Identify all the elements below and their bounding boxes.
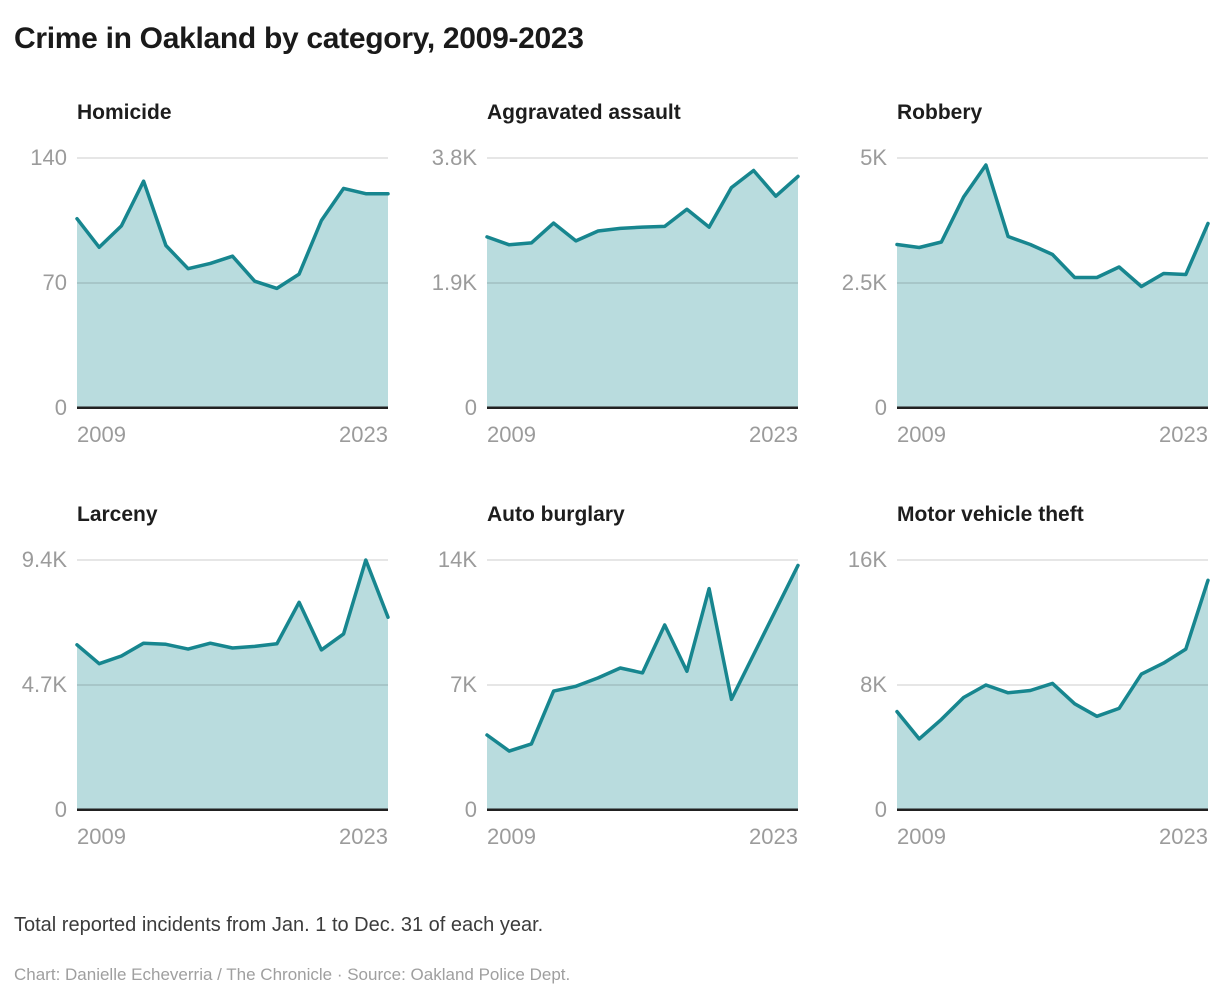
y-tick-label: 0	[874, 797, 887, 822]
panel-title: Robbery	[897, 101, 983, 124]
y-tick-label: 0	[54, 395, 67, 420]
panel-title: Larceny	[77, 503, 158, 526]
gridlines	[487, 157, 798, 284]
area-fill	[897, 580, 1208, 810]
page-title: Crime in Oakland by category, 2009-2023	[14, 22, 584, 55]
trend-line	[895, 578, 1210, 741]
chart-credit: Chart: Danielle Echeverria / The Chronic…	[14, 965, 571, 984]
x-tick-label-end: 2023	[749, 824, 798, 849]
x-tick-label-end: 2023	[339, 824, 388, 849]
chart-panel-auto-burglary: Auto burglary 0 7K 14K 2009 2023	[424, 502, 800, 850]
chart-area: 0 4.7K 9.4K	[14, 547, 390, 822]
gridlines	[77, 157, 388, 284]
y-axis-labels: 0 7K 14K	[424, 547, 487, 822]
page: Crime in Oakland by category, 2009-2023 …	[14, 22, 1210, 984]
chart-panel-aggravated-assault: Aggravated assault 0 1.9K 3.8K 2009 2023	[424, 100, 800, 448]
x-tick-label-end: 2023	[1159, 824, 1208, 849]
y-tick-label: 16K	[847, 547, 887, 572]
chart-panel-homicide: Homicide 0 70 140 2009 2023	[14, 100, 390, 448]
area-chart	[485, 559, 800, 812]
area-fill	[77, 181, 388, 408]
panel-title: Motor vehicle theft	[897, 503, 1084, 526]
chart-area: 0 8K 16K	[834, 547, 1210, 822]
trend-line	[75, 558, 390, 666]
x-tick-label-start: 2009	[487, 824, 536, 849]
y-tick-label: 0	[54, 797, 67, 822]
charts-grid: Homicide 0 70 140 2009 2023 Aggravated ass…	[14, 100, 1210, 850]
panel-title: Aggravated assault	[487, 101, 681, 124]
y-tick-label: 1.9K	[431, 270, 477, 295]
trend-line	[75, 179, 390, 291]
gridlines	[487, 559, 798, 686]
x-axis-labels: 2009 2023	[487, 422, 798, 448]
area-chart	[75, 558, 390, 812]
trend-line	[485, 563, 800, 753]
y-tick-label: 7K	[450, 672, 477, 697]
chart-area: 0 7K 14K	[424, 547, 800, 822]
y-tick-label: 5K	[860, 145, 887, 170]
area-fill	[77, 560, 388, 810]
chart-note: Total reported incidents from Jan. 1 to …	[14, 914, 544, 936]
x-tick-label-end: 2023	[749, 422, 798, 447]
y-tick-label: 3.8K	[431, 145, 477, 170]
chart-area: 0 2.5K 5K	[834, 145, 1210, 420]
x-tick-label-start: 2009	[897, 824, 946, 849]
x-tick-label-end: 2023	[1159, 422, 1208, 447]
trend-line	[895, 163, 1210, 289]
y-tick-label: 8K	[860, 672, 887, 697]
trend-line	[485, 168, 800, 247]
chart-area: 0 70 140	[14, 145, 390, 420]
x-tick-label-start: 2009	[77, 824, 126, 849]
y-tick-label: 4.7K	[21, 672, 67, 697]
area-fill	[897, 165, 1208, 408]
y-tick-label: 140	[30, 145, 67, 170]
x-tick-label-start: 2009	[487, 422, 536, 447]
x-axis-labels: 2009 2023	[487, 824, 798, 850]
panel-title: Auto burglary	[487, 503, 625, 526]
x-axis-labels: 2009 2023	[897, 824, 1208, 850]
chart-area: 0 1.9K 3.8K	[424, 145, 800, 420]
y-tick-label: 2.5K	[841, 270, 887, 295]
area-fill	[487, 170, 798, 408]
x-axis-labels: 2009 2023	[77, 824, 388, 850]
x-tick-label-start: 2009	[77, 422, 126, 447]
y-tick-label: 0	[464, 797, 477, 822]
panel-title: Homicide	[77, 101, 172, 124]
y-tick-label: 0	[464, 395, 477, 420]
chart-panel-larceny: Larceny 0 4.7K 9.4K 2009 2023	[14, 502, 390, 850]
gridlines	[77, 559, 388, 686]
y-axis-labels: 0 8K 16K	[834, 547, 897, 822]
x-axis-labels: 2009 2023	[77, 422, 388, 448]
chart-panel-motor-vehicle-theft: Motor vehicle theft 0 8K 16K 2009 2023	[834, 502, 1210, 850]
y-axis-labels: 0 70 140	[14, 145, 77, 420]
area-chart	[75, 157, 390, 410]
area-fill	[487, 565, 798, 810]
x-tick-label-start: 2009	[897, 422, 946, 447]
x-tick-label-end: 2023	[339, 422, 388, 447]
gridlines	[897, 157, 1208, 284]
y-tick-label: 0	[874, 395, 887, 420]
y-axis-labels: 0 1.9K 3.8K	[424, 145, 487, 420]
area-chart	[485, 157, 800, 410]
y-tick-label: 14K	[437, 547, 477, 572]
y-tick-label: 9.4K	[21, 547, 67, 572]
chart-panel-robbery: Robbery 0 2.5K 5K 2009 2023	[834, 100, 1210, 448]
y-axis-labels: 0 2.5K 5K	[834, 145, 897, 420]
area-chart	[895, 559, 1210, 812]
y-tick-label: 70	[42, 270, 67, 295]
y-axis-labels: 0 4.7K 9.4K	[14, 547, 77, 822]
area-chart	[895, 157, 1210, 410]
x-axis-labels: 2009 2023	[897, 422, 1208, 448]
